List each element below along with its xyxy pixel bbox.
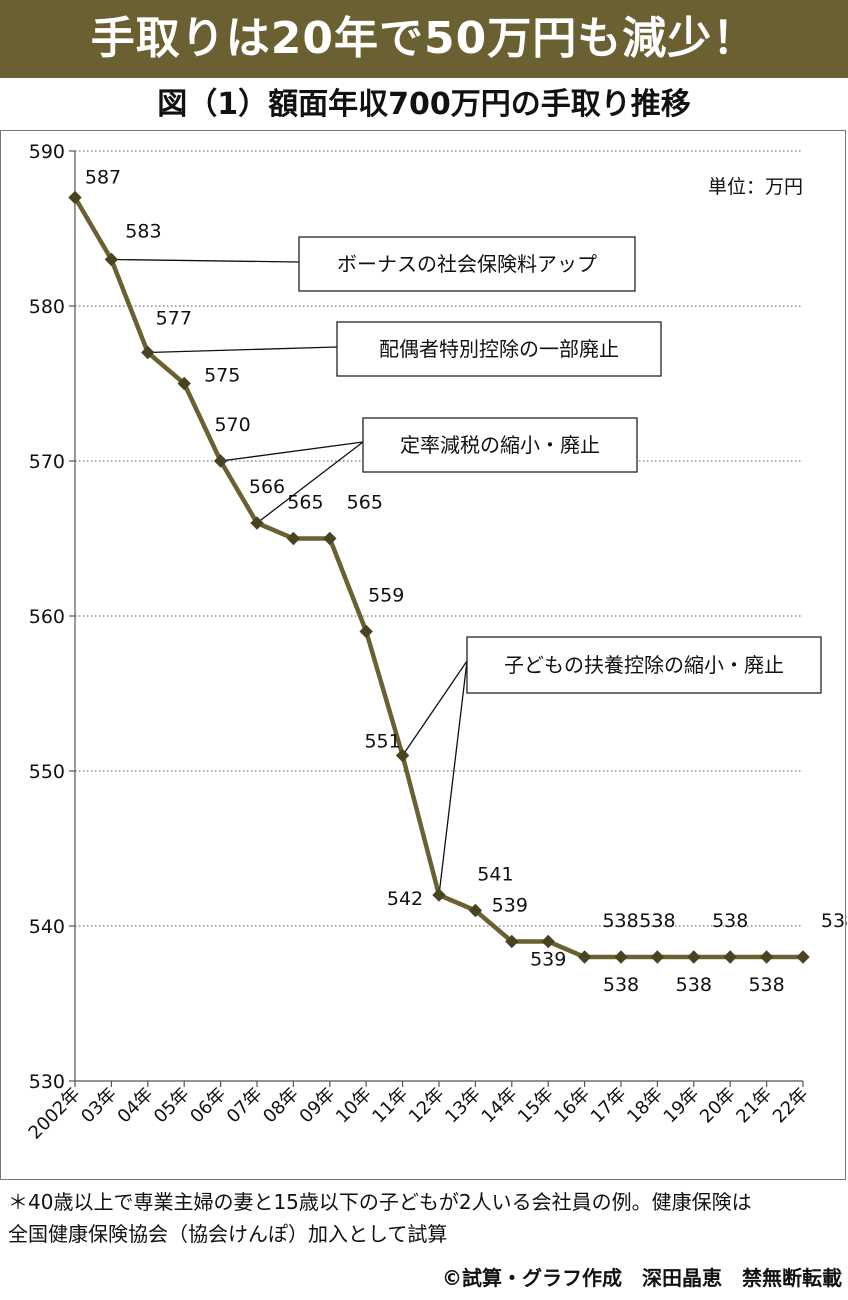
x-tick-label: 20年 <box>696 1084 740 1128</box>
unit-label: 単位：万円 <box>708 176 803 198</box>
data-label: 538 <box>712 910 748 932</box>
data-point <box>104 252 119 267</box>
data-label: 583 <box>125 221 161 243</box>
x-tick-label: 07年 <box>223 1084 267 1128</box>
annotation-box <box>336 321 662 377</box>
data-label: 541 <box>477 864 513 886</box>
y-tick-labels: 530 540 550 560 570 580 590 <box>29 141 65 1093</box>
data-label: 538 <box>602 910 638 932</box>
data-label: 565 <box>287 492 323 514</box>
x-tick-label: 11年 <box>368 1084 412 1128</box>
y-tick-label: 560 <box>29 606 65 628</box>
data-point <box>250 516 264 530</box>
x-tick-label: 16年 <box>550 1084 594 1128</box>
footnote-line-1: ＊40歳以上で専業主婦の妻と15歳以下の子どもが2人いる会社員の例。健康保険は <box>8 1190 752 1214</box>
credit: ©試算・グラフ作成 深田晶恵 禁無断転載 <box>442 1266 842 1290</box>
data-point <box>468 903 483 918</box>
data-label: 575 <box>204 365 240 387</box>
x-tick-label: 12年 <box>405 1084 449 1128</box>
data-label: 538 <box>748 974 784 996</box>
data-point <box>359 624 373 639</box>
data-label: 538 <box>603 974 639 996</box>
data-point <box>541 934 555 949</box>
headline-banner: 手取りは20年で50万円も減少！ <box>0 0 848 78</box>
y-tick-label: 570 <box>29 451 65 473</box>
data-label: 539 <box>530 949 566 971</box>
annotation-leader-line <box>402 660 468 756</box>
data-point <box>650 950 665 964</box>
y-tick-label: 530 <box>29 1071 65 1093</box>
data-point <box>614 950 628 964</box>
annotation-text: 子どもの扶養控除の縮小・廃止 <box>504 653 784 677</box>
data-label: 570 <box>214 414 250 436</box>
x-tick-label: 14年 <box>478 1084 522 1128</box>
data-point <box>177 376 191 391</box>
x-tick-label: 08年 <box>259 1084 303 1128</box>
data-point <box>213 454 228 468</box>
x-tick-label: 13年 <box>441 1084 485 1128</box>
chart-frame: 530 540 550 560 570 580 590 2002年 03年 04年 05年 06年 0… <box>0 130 847 1180</box>
data-point <box>432 888 446 902</box>
data-label: 538 <box>821 910 847 932</box>
x-tick-label: 18年 <box>623 1084 667 1128</box>
data-point <box>577 950 592 964</box>
annotation-leader-line <box>147 346 338 354</box>
data-point <box>723 950 737 964</box>
annotation-text: ボーナスの社会保険料アップ <box>337 252 597 276</box>
data-point <box>796 950 810 964</box>
chart-title: 図（1）額面年収700万円の手取り推移 <box>157 87 691 122</box>
data-label: 577 <box>156 308 192 330</box>
data-label: 539 <box>492 895 528 917</box>
footnote-line-2: 全国健康保険協会（協会けんぽ）加入として試算 <box>8 1222 448 1246</box>
data-label: 559 <box>368 585 404 607</box>
x-tick-label: 03年 <box>77 1084 121 1128</box>
data-point <box>323 531 337 546</box>
x-tick-label: 09年 <box>296 1084 340 1128</box>
x-tick-label: 19年 <box>660 1084 704 1128</box>
annotation-box <box>362 417 638 473</box>
data-point <box>395 748 410 763</box>
annotation-leader-line <box>111 258 300 263</box>
annotation-text: 配偶者特別控除の一部廃止 <box>379 337 619 361</box>
x-tick-label: 21年 <box>732 1084 776 1128</box>
axes <box>69 150 804 1087</box>
annotation-leader-line <box>438 660 468 896</box>
x-tick-label: 05年 <box>150 1084 194 1128</box>
data-point <box>759 950 774 964</box>
data-point <box>141 345 155 360</box>
x-tick-label: 15年 <box>514 1084 558 1128</box>
data-point <box>68 190 82 205</box>
annotation-leader-line <box>220 441 364 462</box>
y-tick-label: 590 <box>29 141 65 163</box>
annotation-leader-line <box>256 441 364 524</box>
x-tick-label: 06年 <box>186 1084 230 1128</box>
x-tick-label: 22年 <box>769 1084 813 1128</box>
x-tick-label: 17年 <box>587 1084 631 1128</box>
y-tick-label: 540 <box>29 916 65 938</box>
data-label: 565 <box>347 492 383 514</box>
data-label: 566 <box>249 476 285 498</box>
line-chart: 530 540 550 560 570 580 590 2002年03年04年05年06年0… <box>25 141 847 1144</box>
data-point <box>286 531 301 546</box>
data-label: 542 <box>387 888 423 910</box>
annotation-text: 定率減税の縮小・廃止 <box>400 433 600 457</box>
data-label: 551 <box>364 731 400 753</box>
footnote: ＊40歳以上で専業主婦の妻と15歳以下の子どもが2人いる会社員の例。健康保険は … <box>8 1186 843 1250</box>
x-tick-labels: 2002年03年04年05年06年07年08年09年10年11年12年13年14… <box>25 1084 813 1144</box>
data-point <box>505 934 519 949</box>
data-point <box>687 950 701 964</box>
annotation-box <box>466 636 822 694</box>
x-tick-label: 04年 <box>114 1084 158 1128</box>
annotation-box <box>298 236 636 292</box>
data-label: 538 <box>676 974 712 996</box>
series <box>68 190 810 964</box>
annotations: ボーナスの社会保険料アップ配偶者特別控除の一部廃止定率減税の縮小・廃止子どもの扶… <box>111 236 822 896</box>
y-tick-label: 550 <box>29 761 65 783</box>
data-label: 538 <box>639 910 675 932</box>
y-tick-label: 580 <box>29 296 65 318</box>
data-label: 587 <box>85 167 121 189</box>
x-tick-label: 10年 <box>332 1084 376 1128</box>
